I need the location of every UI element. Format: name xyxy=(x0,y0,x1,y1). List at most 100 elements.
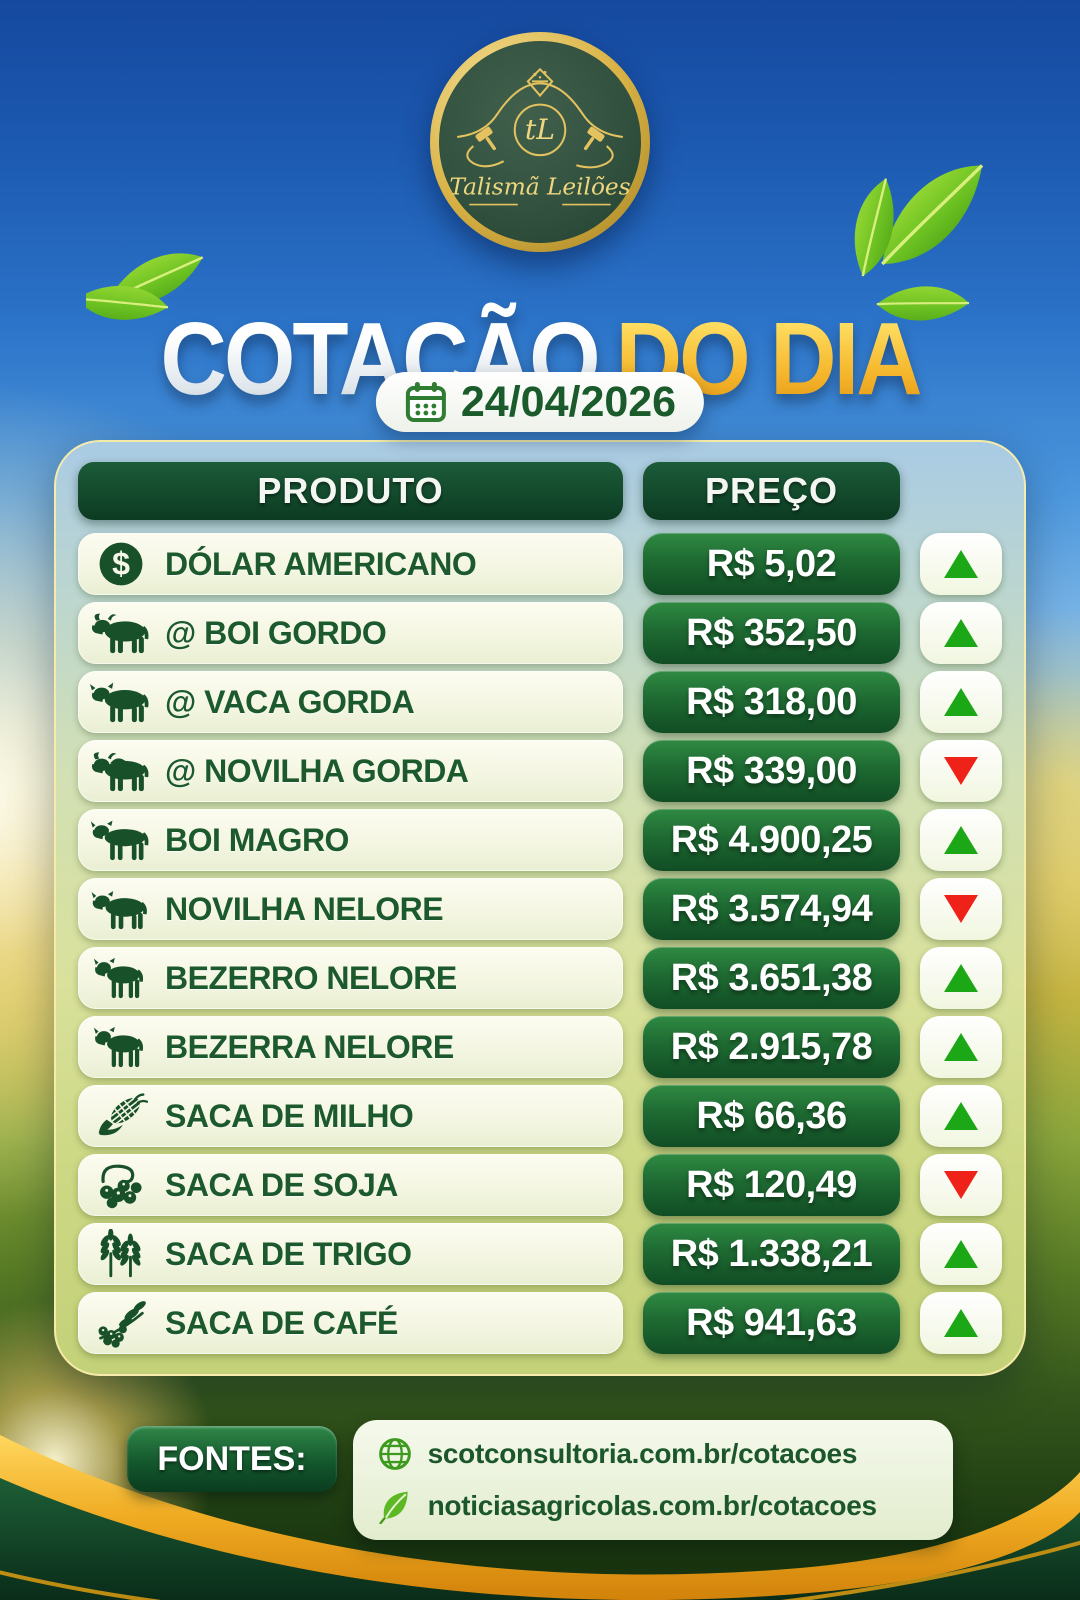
date-value: 24/04/2026 xyxy=(460,377,677,426)
price-value: R$ 3.574,94 xyxy=(670,887,873,930)
ox-icon xyxy=(90,815,152,865)
brand-logo-face: tL Talismã Leilões xyxy=(439,41,641,243)
trend-badge xyxy=(920,878,1002,940)
source-url: scotconsultoria.com.br/cotacoes xyxy=(427,1438,858,1469)
product-cell: SACA DE SOJA xyxy=(78,1154,623,1216)
product-name: BEZERRA NELORE xyxy=(165,1028,454,1065)
price-value: R$ 941,63 xyxy=(686,1301,857,1344)
table-row: BEZERRO NELORE R$ 3.651,38 xyxy=(78,947,1002,1009)
price-table: PRODUTO PREÇO DÓLAR AMERICANO R$ 5,02 @ … xyxy=(54,440,1026,1376)
price-value: R$ 2.915,78 xyxy=(670,1025,873,1068)
trend-badge xyxy=(920,671,1002,733)
price-value: R$ 5,02 xyxy=(706,542,837,585)
table-rows: DÓLAR AMERICANO R$ 5,02 @ BOI GORDO R$ 3… xyxy=(78,533,1002,1354)
product-name: SACA DE TRIGO xyxy=(165,1235,412,1272)
trend-up-icon xyxy=(944,1309,978,1337)
table-row: BOI MAGRO R$ 4.900,25 xyxy=(78,809,1002,871)
price-cell: R$ 941,63 xyxy=(643,1292,900,1354)
product-name: SACA DE SOJA xyxy=(165,1166,398,1203)
trend-down-icon xyxy=(944,757,978,785)
product-name: @ NOVILHA GORDA xyxy=(165,752,469,789)
table-row: SACA DE SOJA R$ 120,49 xyxy=(78,1154,1002,1216)
product-cell: DÓLAR AMERICANO xyxy=(78,533,623,595)
product-cell: BEZERRO NELORE xyxy=(78,947,623,1009)
product-cell: BOI MAGRO xyxy=(78,809,623,871)
brand-monogram: tL xyxy=(525,113,555,146)
price-cell: R$ 3.651,38 xyxy=(643,947,900,1009)
price-value: R$ 318,00 xyxy=(686,680,857,723)
product-cell: SACA DE TRIGO xyxy=(78,1223,623,1285)
heifer-icon xyxy=(90,884,152,934)
brand-name: Talismã Leilões xyxy=(449,174,630,201)
price-cell: R$ 339,00 xyxy=(643,740,900,802)
brand-logo-art: tL Talismã Leilões xyxy=(449,67,631,206)
globe-icon xyxy=(377,1436,413,1472)
source-line: noticiasagricolas.com.br/cotacoes xyxy=(377,1484,929,1528)
price-cell: R$ 2.915,78 xyxy=(643,1016,900,1078)
page-title: COTAÇÃO DO DIA xyxy=(0,308,1080,411)
table-row: SACA DE CAFÉ R$ 941,63 xyxy=(78,1292,1002,1354)
trend-up-icon xyxy=(944,1033,978,1061)
price-cell: R$ 318,00 xyxy=(643,671,900,733)
trend-badge xyxy=(920,740,1002,802)
trend-up-icon xyxy=(944,964,978,992)
coffee-icon xyxy=(90,1298,152,1348)
date-badge: 24/04/2026 xyxy=(375,372,705,432)
product-cell: SACA DE MILHO xyxy=(78,1085,623,1147)
column-header-spacer xyxy=(920,462,1002,520)
product-cell: SACA DE CAFÉ xyxy=(78,1292,623,1354)
trend-up-icon xyxy=(944,1240,978,1268)
table-header: PRODUTO PREÇO xyxy=(78,462,1002,520)
trend-badge xyxy=(920,1085,1002,1147)
source-line: scotconsultoria.com.br/cotacoes xyxy=(377,1432,929,1476)
bull-icon xyxy=(90,608,152,658)
calendar-icon xyxy=(404,380,448,424)
table-row: @ BOI GORDO R$ 352,50 xyxy=(78,602,1002,664)
sources-label: FONTES: xyxy=(127,1426,337,1492)
brand-logo: tL Talismã Leilões xyxy=(430,32,650,252)
table-row: SACA DE TRIGO R$ 1.338,21 xyxy=(78,1223,1002,1285)
trend-up-icon xyxy=(944,1102,978,1130)
price-cell: R$ 120,49 xyxy=(643,1154,900,1216)
price-value: R$ 4.900,25 xyxy=(670,818,873,861)
trend-badge xyxy=(920,602,1002,664)
table-row: DÓLAR AMERICANO R$ 5,02 xyxy=(78,533,1002,595)
product-cell: BEZERRA NELORE xyxy=(78,1016,623,1078)
product-name: BOI MAGRO xyxy=(165,821,349,858)
price-value: R$ 1.338,21 xyxy=(670,1232,873,1275)
table-row: SACA DE MILHO R$ 66,36 xyxy=(78,1085,1002,1147)
sources-footer: FONTES: scotconsultoria.com.br/cotacoes … xyxy=(0,1420,1080,1540)
product-name: SACA DE MILHO xyxy=(165,1097,414,1134)
trend-down-icon xyxy=(944,1171,978,1199)
leaf-icon xyxy=(377,1488,413,1524)
bottom-swoosh-decoration xyxy=(0,1435,1080,1600)
price-cell: R$ 5,02 xyxy=(643,533,900,595)
product-name: SACA DE CAFÉ xyxy=(165,1304,398,1341)
trend-up-icon xyxy=(944,550,978,578)
trend-down-icon xyxy=(944,895,978,923)
price-cell: R$ 66,36 xyxy=(643,1085,900,1147)
calf-icon xyxy=(90,953,152,1003)
calf-icon xyxy=(90,1022,152,1072)
trend-badge xyxy=(920,1292,1002,1354)
trend-up-icon xyxy=(944,619,978,647)
trend-badge xyxy=(920,1223,1002,1285)
product-name: @ BOI GORDO xyxy=(165,614,387,651)
product-cell: @ BOI GORDO xyxy=(78,602,623,664)
product-name: @ VACA GORDA xyxy=(165,683,415,720)
source-url: noticiasagricolas.com.br/cotacoes xyxy=(427,1490,877,1521)
column-header-preco: PREÇO xyxy=(643,462,900,520)
column-header-produto: PRODUTO xyxy=(78,462,623,520)
price-value: R$ 66,36 xyxy=(696,1094,847,1137)
product-name: NOVILHA NELORE xyxy=(165,890,444,927)
price-cell: R$ 352,50 xyxy=(643,602,900,664)
soy-icon xyxy=(90,1160,152,1210)
table-row: @ NOVILHA GORDA R$ 339,00 xyxy=(78,740,1002,802)
product-name: DÓLAR AMERICANO xyxy=(165,545,477,582)
trend-up-icon xyxy=(944,826,978,854)
product-cell: @ VACA GORDA xyxy=(78,671,623,733)
zebu-icon xyxy=(90,746,152,796)
trend-badge xyxy=(920,1016,1002,1078)
dollar-icon xyxy=(90,539,152,589)
